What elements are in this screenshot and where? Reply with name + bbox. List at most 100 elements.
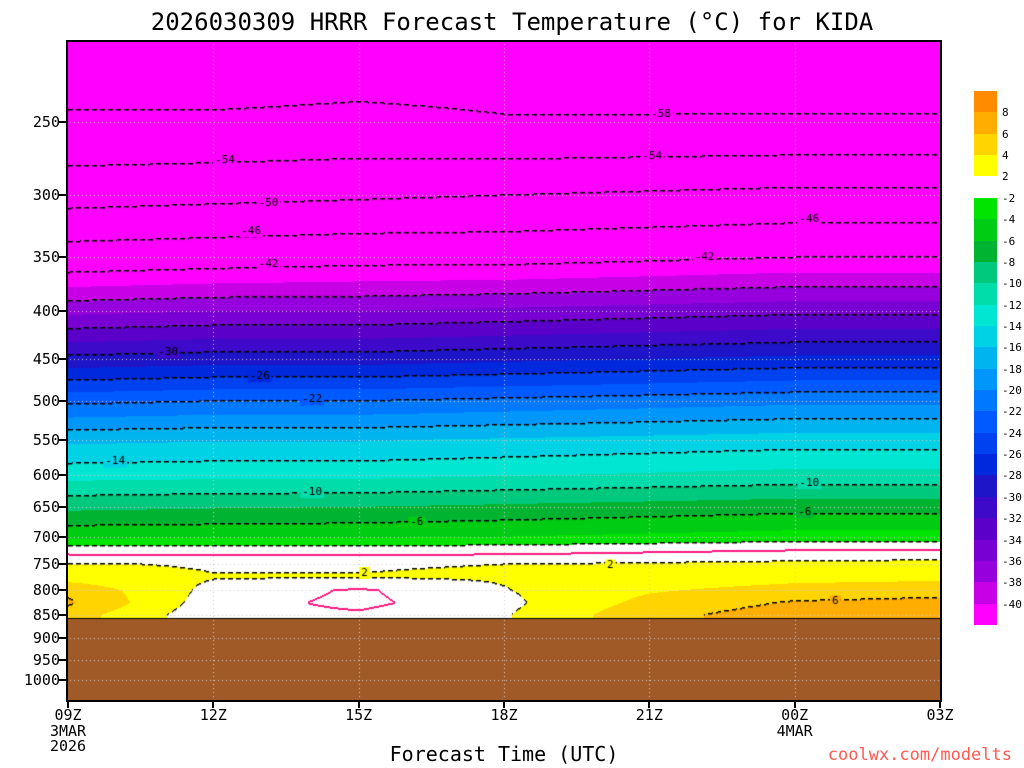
y-tick-mark xyxy=(59,535,66,538)
y-tick-mark xyxy=(59,194,66,197)
colorbar-swatch xyxy=(974,283,997,305)
y-tick-label: 1000 xyxy=(23,671,60,690)
colorbar-tick-label: 2 xyxy=(1002,170,1009,184)
y-tick-label: 400 xyxy=(32,302,60,321)
colorbar-tick-label: -40 xyxy=(1002,597,1022,611)
x-date-label: 2026 xyxy=(49,737,87,755)
y-tick-mark xyxy=(59,256,66,259)
y-tick-label: 300 xyxy=(32,186,60,205)
y-tick-label: 800 xyxy=(32,581,60,600)
colorbar-swatch xyxy=(974,240,997,262)
colorbar-swatch xyxy=(974,304,997,326)
y-tick-label: 850 xyxy=(32,605,60,624)
x-date-label: 3MAR xyxy=(49,722,87,740)
y-tick-label: 950 xyxy=(32,650,60,669)
colorbar-swatch xyxy=(974,368,997,391)
y-tick-mark xyxy=(59,679,66,682)
temperature-heatmap-canvas xyxy=(68,42,940,700)
colorbar-swatch xyxy=(974,112,997,134)
plot-border xyxy=(66,40,942,702)
colorbar-tick-label: -30 xyxy=(1002,490,1022,504)
colorbar-tick-label: -12 xyxy=(1002,298,1022,312)
colorbar-tick-label: -4 xyxy=(1002,213,1016,227)
x-tick-mark xyxy=(939,702,941,708)
colorbar-tick-label: -36 xyxy=(1002,554,1022,568)
colorbar-swatch xyxy=(974,454,997,476)
x-tick-mark xyxy=(212,702,215,708)
colorbar-swatch xyxy=(974,539,997,561)
colorbar-tick-label: -26 xyxy=(1002,448,1022,462)
chart-title: 2026030309 HRRR Forecast Temperature (°C… xyxy=(150,8,874,36)
colorbar-swatch xyxy=(974,261,997,284)
colorbar-tick-label: -20 xyxy=(1002,384,1022,398)
y-tick-mark xyxy=(59,589,66,592)
colorbar-swatch xyxy=(974,560,997,583)
x-tick-mark xyxy=(67,702,69,708)
colorbar-swatch xyxy=(974,197,997,220)
colorbar-tick-label: -32 xyxy=(1002,512,1022,526)
colorbar-swatch xyxy=(974,475,997,497)
colorbar-swatch xyxy=(974,411,997,433)
x-axis-title: Forecast Time (UTC) xyxy=(389,742,619,766)
x-tick-mark xyxy=(503,702,505,708)
y-tick-label: 550 xyxy=(32,430,60,449)
y-tick-mark xyxy=(59,505,66,508)
colorbar-tick-label: -28 xyxy=(1002,469,1022,483)
colorbar-swatch xyxy=(974,325,997,348)
colorbar-swatch xyxy=(974,219,997,241)
watermark: coolwx.com/modelts xyxy=(827,745,1012,765)
colorbar-tick-label: -38 xyxy=(1002,576,1022,590)
y-tick-mark xyxy=(59,357,66,360)
colorbar-tick-label: -8 xyxy=(1002,255,1016,269)
colorbar-swatch xyxy=(974,582,997,604)
y-tick-label: 500 xyxy=(32,392,60,411)
y-tick-label: 450 xyxy=(32,349,60,368)
y-tick-mark xyxy=(59,563,66,566)
x-tick-label: 00Z xyxy=(781,706,809,724)
colorbar-swatch xyxy=(974,496,997,519)
y-tick-mark xyxy=(59,438,66,441)
colorbar-swatch xyxy=(974,91,997,113)
colorbar-swatch xyxy=(974,155,997,177)
y-tick-mark xyxy=(59,120,66,123)
y-tick-mark xyxy=(59,310,66,313)
y-tick-label: 900 xyxy=(32,628,60,647)
colorbar-tick-label: -10 xyxy=(1002,277,1022,291)
colorbar-tick-label: -16 xyxy=(1002,341,1022,355)
colorbar-swatch xyxy=(974,133,997,156)
colorbar-tick-label: -2 xyxy=(1002,191,1016,205)
colorbar-tick-label: -14 xyxy=(1002,319,1022,333)
x-tick-label: 18Z xyxy=(490,706,518,724)
x-tick-mark xyxy=(648,702,651,708)
colorbar-tick-label: 8 xyxy=(1002,106,1009,120)
y-tick-mark xyxy=(59,473,66,476)
x-tick-label: 03Z xyxy=(926,706,954,724)
y-tick-label: 350 xyxy=(32,248,60,267)
x-tick-label: 21Z xyxy=(635,706,663,724)
colorbar-swatch xyxy=(974,432,997,455)
y-tick-label: 600 xyxy=(32,465,60,484)
x-tick-mark xyxy=(793,702,796,708)
y-tick-label: 250 xyxy=(32,112,60,131)
x-tick-mark xyxy=(357,702,360,708)
colorbar-tick-label: 6 xyxy=(1002,127,1009,141)
y-tick-mark xyxy=(59,400,66,403)
colorbar-swatch xyxy=(974,390,997,412)
colorbar xyxy=(974,91,997,625)
y-tick-label: 750 xyxy=(32,555,60,574)
colorbar-tick-label: -18 xyxy=(1002,362,1022,376)
y-tick-mark xyxy=(59,636,66,639)
colorbar-swatch xyxy=(974,518,997,540)
colorbar-swatch xyxy=(974,176,997,198)
y-tick-mark xyxy=(59,658,66,661)
colorbar-tick-label: -34 xyxy=(1002,533,1022,547)
x-tick-label: 09Z xyxy=(54,706,82,724)
colorbar-tick-label: -22 xyxy=(1002,405,1022,419)
y-tick-mark xyxy=(59,613,66,616)
y-tick-label: 650 xyxy=(32,497,60,516)
colorbar-tick-label: -24 xyxy=(1002,426,1022,440)
colorbar-tick-label: 4 xyxy=(1002,149,1009,163)
x-tick-label: 15Z xyxy=(345,706,373,724)
y-tick-label: 700 xyxy=(32,527,60,546)
